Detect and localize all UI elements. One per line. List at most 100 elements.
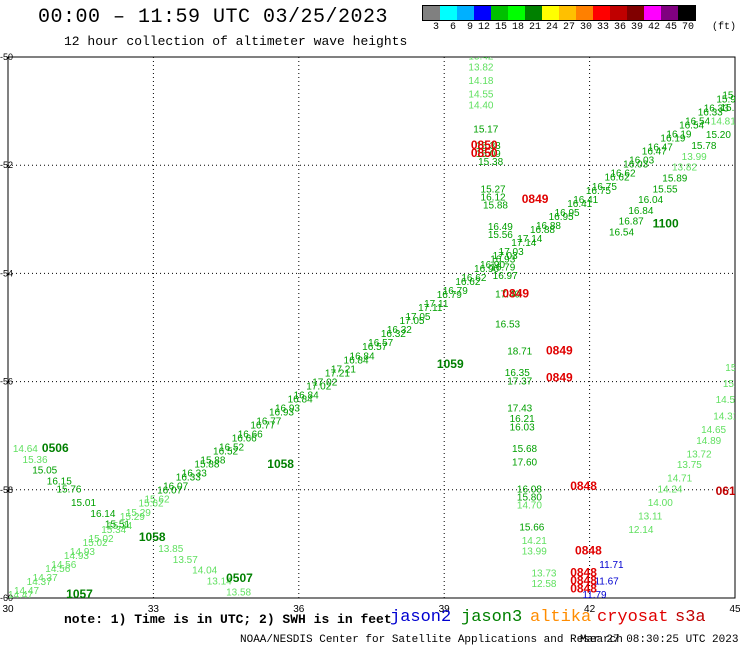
wave-height-value: 14.64	[13, 444, 38, 455]
diagonal-track-value: 14.47	[14, 586, 39, 597]
x-tick-label: 45	[729, 604, 740, 615]
diagonal-track-value: 15.88	[200, 456, 225, 467]
wave-height-value: 14.81	[711, 117, 736, 128]
wave-height-value: 12.14	[628, 525, 653, 536]
diagonal-track-value: 16.84	[288, 394, 313, 405]
color-scale-label: 27	[562, 22, 575, 33]
map-subtitle: 12 hour collection of altimeter wave hei…	[64, 34, 408, 49]
wave-height-value: 13.82	[672, 163, 697, 174]
pass-time-label: 1058	[139, 530, 166, 544]
legend-jason3: jason3	[461, 608, 523, 627]
color-scale-label: 15	[494, 22, 507, 33]
wave-height-value: 15.20	[706, 130, 731, 141]
color-swatch	[457, 6, 474, 20]
wave-height-value: 16.53	[495, 320, 520, 331]
legend-cryosat: cryosat	[597, 608, 669, 627]
diagonal-track-value: 16.62	[461, 273, 486, 284]
diagonal-track-value: 16.66	[232, 434, 257, 445]
pass-time-label: 0848	[570, 565, 597, 579]
wave-height-value: 12.68	[250, 601, 275, 612]
y-tick-label: -54	[0, 268, 13, 278]
wave-height-value: 14.70	[517, 501, 542, 512]
x-tick-label: 39	[439, 604, 451, 615]
diagonal-track-value: 16.66	[238, 430, 263, 441]
diagonal-track-value: 16.03	[629, 156, 654, 167]
color-scale-label: 6	[449, 22, 456, 33]
diagonal-track-value: 14.47	[8, 590, 33, 601]
wave-height-value: 15.17	[473, 125, 498, 136]
diagonal-track-value: 15.62	[144, 495, 169, 506]
wave-height-value: 16.08	[517, 485, 542, 496]
diagonal-track-value: 16.90	[474, 264, 499, 275]
diagonal-track-value: 16.77	[250, 420, 275, 431]
color-scale-label: 3	[432, 22, 439, 33]
footer-timestamp: Mar 27 08:30:25 UTC 2023	[580, 634, 739, 646]
color-swatch	[525, 6, 542, 20]
diagonal-track-value: 16.07	[163, 482, 188, 493]
diagonal-track-value: 16.07	[157, 486, 182, 497]
wave-height-value: 16.97	[493, 271, 518, 282]
diagonal-track-value: 16.88	[536, 221, 561, 232]
color-scale-label: 45	[664, 22, 677, 33]
wave-height-value: 16.03	[510, 422, 535, 433]
pass-time-label: 0849	[546, 371, 573, 385]
diagonal-track-value: 16.62	[611, 169, 636, 180]
x-tick-label: 36	[293, 604, 305, 615]
wave-height-value: 14.89	[696, 436, 721, 447]
diagonal-track-value: 15.98	[722, 90, 740, 101]
diagonal-track-value: 16.41	[573, 195, 598, 206]
diagonal-track-value: 16.19	[660, 134, 685, 145]
pass-time-label: 0848	[570, 582, 597, 596]
color-swatch	[508, 6, 525, 20]
wave-height-value: 14.71	[667, 474, 692, 485]
diagonal-track-value: 16.47	[648, 143, 673, 154]
y-tick-label: -50	[0, 52, 13, 62]
color-scale-label: 12	[477, 22, 490, 33]
pass-time-label: 1057	[66, 587, 93, 601]
color-scale-label: 36	[613, 22, 626, 33]
color-swatch	[576, 6, 593, 20]
color-scale-label: 33	[596, 22, 609, 33]
wave-height-value: 15.09	[476, 149, 501, 160]
diagonal-track-value: 15.29	[120, 512, 145, 523]
diagonal-track-value: 16.57	[362, 342, 387, 353]
diagonal-track-value: 16.79	[437, 290, 462, 301]
color-scale-label: 21	[528, 22, 541, 33]
wave-height-value: 16.79	[490, 263, 515, 274]
pass-time-label: 0848	[570, 479, 597, 493]
y-tick-label: -56	[0, 377, 13, 387]
diagonal-track-value: 16.77	[256, 416, 281, 427]
wave-height-value: 13.58	[226, 587, 251, 598]
color-scale-label: 30	[579, 22, 592, 33]
diagonal-track-value: 17.05	[405, 312, 430, 323]
pass-time-label: 0611	[716, 484, 740, 498]
color-swatch	[474, 6, 491, 20]
wave-height-value: 14.00	[648, 498, 673, 509]
color-scale-label: 39	[630, 22, 643, 33]
diagonal-track-value: 16.41	[567, 199, 592, 210]
color-swatch	[593, 6, 610, 20]
wave-height-value: 13.82	[468, 63, 493, 74]
diagonal-track-value: 16.88	[530, 225, 555, 236]
diagonal-track-value: 16.33	[698, 108, 723, 119]
wave-height-value: 15.27	[481, 184, 506, 195]
diagonal-track-value: 16.84	[344, 355, 369, 366]
wave-height-value: 15.18	[720, 103, 740, 114]
diagonal-track-value: 17.21	[325, 368, 350, 379]
pass-time-label: 0849	[502, 287, 529, 301]
wave-height-value: 14.21	[522, 536, 547, 547]
diagonal-track-value: 14.37	[27, 577, 52, 588]
footer-credit: NOAA/NESDIS Center for Satellite Applica…	[240, 634, 623, 646]
wave-height-value: 16.15	[47, 476, 72, 487]
diagonal-track-value: 14.93	[70, 547, 95, 558]
diagonal-track-value: 16.32	[381, 329, 406, 340]
wave-height-value: 16.14	[90, 509, 115, 520]
diagonal-track-value: 15.29	[126, 508, 151, 519]
wave-height-value: 15.5	[723, 379, 740, 390]
color-scale-label: 70	[681, 22, 694, 33]
diagonal-track-value: 16.33	[704, 104, 729, 115]
legend-s3a: s3a	[675, 608, 706, 627]
wave-height-value: 15.38	[478, 157, 503, 168]
diagonal-track-value: 16.84	[350, 351, 375, 362]
